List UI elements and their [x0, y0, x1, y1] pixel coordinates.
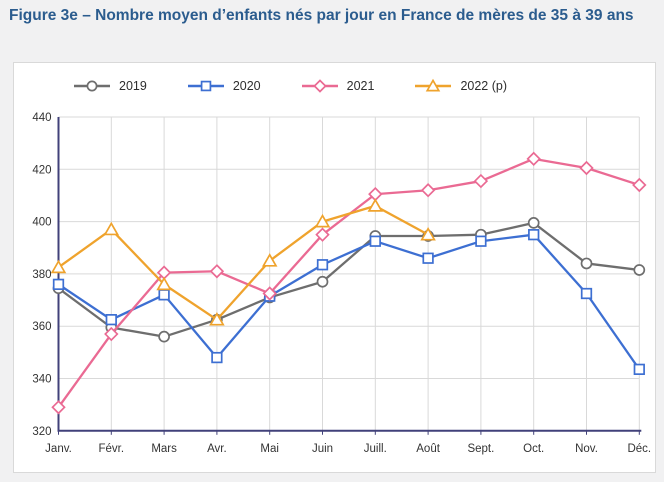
- data-point-diamond[interactable]: [209, 264, 225, 279]
- x-axis-tick-label: Mai: [260, 443, 279, 455]
- data-point-circle[interactable]: [527, 217, 540, 229]
- chart-canvas: 320 340 360 380 400 420 440 Janv. Févr. Mars Avr. M…: [32, 112, 651, 455]
- y-axis-tick-label: 360: [32, 321, 51, 333]
- data-point-diamond[interactable]: [315, 227, 330, 242]
- data-point-triangle[interactable]: [426, 78, 441, 92]
- legend-label: 2021: [346, 79, 375, 93]
- y-axis-tick-label: 320: [32, 426, 51, 438]
- x-axis-tick-label: Sept.: [467, 443, 494, 455]
- x-axis-tick-label: Juill.: [364, 443, 387, 455]
- x-axis-tick-label: Janv.: [45, 443, 72, 455]
- data-point-square[interactable]: [105, 314, 117, 326]
- y-axis-tick-label: 340: [32, 374, 51, 386]
- data-point-square[interactable]: [200, 80, 212, 92]
- data-point-diamond[interactable]: [51, 400, 66, 415]
- data-point-triangle[interactable]: [420, 226, 436, 241]
- data-point-circle[interactable]: [633, 264, 646, 276]
- data-point-square[interactable]: [211, 351, 223, 364]
- chart-legend: 2019 2020 2021 2022 (p): [74, 75, 507, 97]
- page-title: Figure 3e – Nombre moyen d’enfants nés p…: [9, 7, 634, 24]
- data-point-triangle[interactable]: [261, 253, 278, 267]
- data-point-square[interactable]: [158, 289, 170, 301]
- x-axis-tick-label: Juin: [312, 443, 333, 455]
- series-line-2019: [57, 221, 640, 338]
- legend-label: 2022 (p): [460, 79, 507, 93]
- data-point-triangle[interactable]: [103, 221, 120, 236]
- chart-card: 2019 2020 2021 2022 (p) 320 340 360 380 400 420 4…: [13, 62, 656, 473]
- legend-square-icon: [187, 80, 224, 92]
- legend-circle-icon: [74, 80, 110, 92]
- legend-item-2021[interactable]: 2021: [301, 78, 375, 94]
- y-axis-tick-label: 380: [32, 269, 51, 281]
- legend-item-2019[interactable]: 2019: [74, 78, 147, 94]
- data-point-triangle[interactable]: [50, 259, 67, 274]
- data-point-square[interactable]: [369, 235, 381, 247]
- data-point-circle[interactable]: [316, 275, 329, 288]
- x-axis-tick-label: Nov.: [575, 443, 598, 455]
- x-axis-tick-label: Oct.: [523, 443, 544, 455]
- y-axis-tick-label: 420: [32, 164, 51, 176]
- x-axis-tick-label: Févr.: [99, 443, 125, 455]
- x-axis-tick-label: Mars: [151, 443, 177, 455]
- legend-triangle-icon: [415, 78, 452, 92]
- data-point-square[interactable]: [422, 252, 434, 264]
- data-point-square[interactable]: [580, 287, 593, 300]
- series-line-2022 (p): [57, 204, 429, 321]
- data-point-square[interactable]: [475, 235, 487, 247]
- data-point-circle[interactable]: [86, 80, 98, 92]
- data-point-diamond[interactable]: [579, 160, 594, 176]
- data-point-diamond[interactable]: [104, 326, 119, 342]
- data-point-triangle[interactable]: [367, 198, 384, 212]
- data-point-circle[interactable]: [158, 330, 170, 343]
- legend-item-2020[interactable]: 2020: [187, 78, 261, 94]
- data-point-triangle[interactable]: [209, 311, 225, 326]
- data-point-circle[interactable]: [580, 257, 593, 270]
- data-point-square[interactable]: [52, 278, 65, 291]
- data-point-square[interactable]: [633, 363, 645, 375]
- data-point-triangle[interactable]: [314, 213, 331, 228]
- series-line-2020: [57, 233, 641, 371]
- legend-item-2022 (p)[interactable]: 2022 (p): [415, 78, 507, 94]
- data-point-diamond[interactable]: [420, 183, 436, 198]
- data-point-square[interactable]: [528, 229, 540, 241]
- data-point-diamond[interactable]: [632, 177, 647, 193]
- legend-label: 2020: [232, 79, 261, 93]
- data-point-diamond[interactable]: [262, 286, 277, 301]
- legend-diamond-icon: [301, 79, 338, 93]
- data-point-diamond[interactable]: [473, 173, 489, 189]
- x-axis-tick-label: Déc.: [627, 443, 651, 455]
- data-point-triangle[interactable]: [156, 276, 172, 291]
- y-axis-tick-label: 440: [32, 112, 51, 124]
- data-point-diamond[interactable]: [526, 151, 541, 167]
- y-axis-tick-label: 400: [32, 217, 51, 229]
- data-point-square[interactable]: [316, 259, 329, 271]
- x-axis-tick-label: Août: [416, 443, 440, 455]
- data-point-diamond[interactable]: [312, 79, 327, 93]
- x-axis-tick-label: Avr.: [207, 443, 227, 455]
- series-line-2021: [57, 157, 640, 408]
- legend-label: 2019: [119, 79, 147, 93]
